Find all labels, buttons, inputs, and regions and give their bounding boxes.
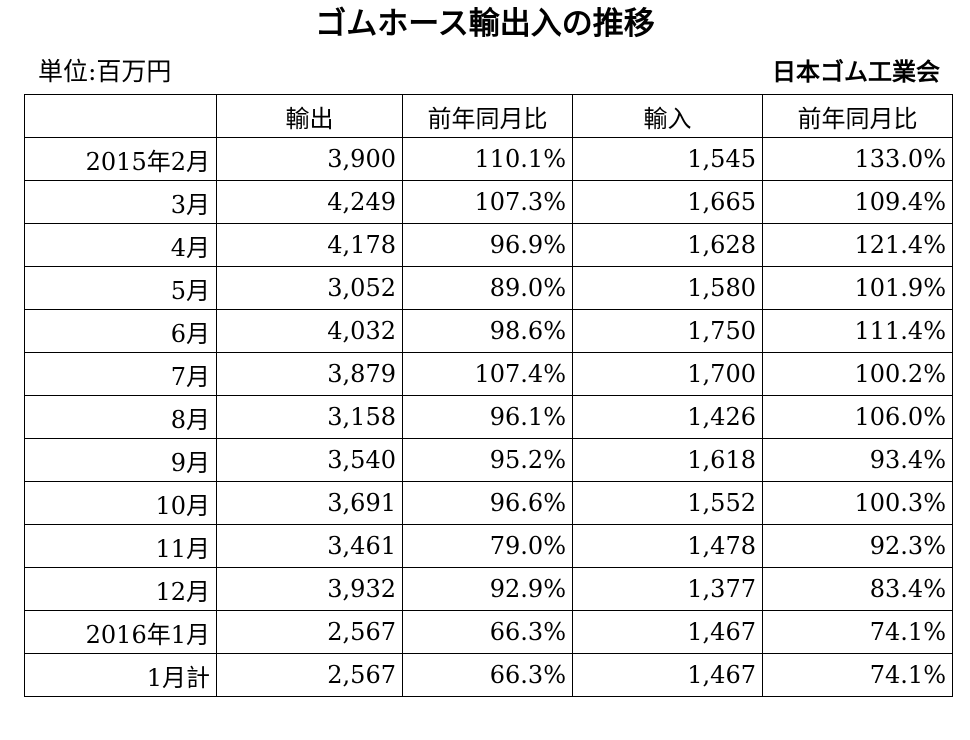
cell-export-yoy: 96.1% [402,395,573,439]
table-row: 3月 4,249 107.3% 1,665 109.4% [24,180,953,224]
table-row: 11月 3,461 79.0% 1,478 92.3% [24,524,953,568]
cell-import: 1,618 [572,438,763,482]
header-row: 輸出 前年同月比 輸入 前年同月比 [24,94,953,138]
table-row: 2016年1月 2,567 66.3% 1,467 74.1% [24,610,953,654]
page-title: ゴムホース輸出入の推移 [315,6,655,42]
table-row: 2015年2月 3,900 110.1% 1,545 133.0% [24,137,953,181]
cell-export: 3,158 [216,395,403,439]
cell-import: 1,478 [572,524,763,568]
cell-export: 4,032 [216,309,403,353]
table-row: 9月 3,540 95.2% 1,618 93.4% [24,438,953,482]
cell-import-yoy: 83.4% [762,567,953,611]
cell-import: 1,426 [572,395,763,439]
cell-export-yoy: 66.3% [402,653,573,697]
table-row: 6月 4,032 98.6% 1,750 111.4% [24,309,953,353]
cell-export: 3,052 [216,266,403,310]
table-row: 12月 3,932 92.9% 1,377 83.4% [24,567,953,611]
cell-export-yoy: 92.9% [402,567,573,611]
cell-period: 6月 [24,309,217,353]
cell-export: 4,178 [216,223,403,267]
table-body: 2015年2月 3,900 110.1% 1,545 133.0% 3月 4,249 107.… [24,137,953,697]
header-import-yoy: 前年同月比 [762,94,953,138]
cell-export-yoy: 96.6% [402,481,573,525]
cell-export-yoy: 107.4% [402,352,573,396]
cell-period: 5月 [24,266,217,310]
cell-export-yoy: 95.2% [402,438,573,482]
cell-export: 2,567 [216,610,403,654]
cell-period: 10月 [24,481,217,525]
cell-import-yoy: 111.4% [762,309,953,353]
cell-import: 1,552 [572,481,763,525]
cell-export-yoy: 66.3% [402,610,573,654]
cell-export-yoy: 79.0% [402,524,573,568]
cell-export: 3,879 [216,352,403,396]
table-row: 5月 3,052 89.0% 1,580 101.9% [24,266,953,310]
table-row: 10月 3,691 96.6% 1,552 100.3% [24,481,953,525]
cell-import-yoy: 133.0% [762,137,953,181]
cell-export-yoy: 96.9% [402,223,573,267]
cell-export: 3,461 [216,524,403,568]
cell-period: 11月 [24,524,217,568]
cell-import-yoy: 100.3% [762,481,953,525]
cell-period: 8月 [24,395,217,439]
cell-period: 12月 [24,567,217,611]
cell-period: 9月 [24,438,217,482]
cell-export-yoy: 89.0% [402,266,573,310]
cell-import: 1,628 [572,223,763,267]
table-row: 4月 4,178 96.9% 1,628 121.4% [24,223,953,267]
cell-period: 3月 [24,180,217,224]
cell-import-yoy: 109.4% [762,180,953,224]
header-import: 輸入 [572,94,763,138]
cell-import: 1,467 [572,610,763,654]
cell-import-yoy: 74.1% [762,610,953,654]
cell-export: 4,249 [216,180,403,224]
cell-import-yoy: 106.0% [762,395,953,439]
cell-import-yoy: 92.3% [762,524,953,568]
cell-import-yoy: 74.1% [762,653,953,697]
unit-label: 単位:百万円 [38,57,172,86]
cell-import: 1,467 [572,653,763,697]
table-row: 1月計 2,567 66.3% 1,467 74.1% [24,653,953,697]
table-row: 8月 3,158 96.1% 1,426 106.0% [24,395,953,439]
cell-export: 3,900 [216,137,403,181]
cell-export: 2,567 [216,653,403,697]
header-period [24,94,217,138]
cell-export-yoy: 98.6% [402,309,573,353]
cell-export: 3,691 [216,481,403,525]
cell-import: 1,580 [572,266,763,310]
cell-import: 1,750 [572,309,763,353]
cell-period: 2016年1月 [24,610,217,654]
cell-export: 3,932 [216,567,403,611]
cell-period: 2015年2月 [24,137,217,181]
cell-import-yoy: 101.9% [762,266,953,310]
cell-import: 1,665 [572,180,763,224]
cell-import: 1,700 [572,352,763,396]
trade-table: 輸出 前年同月比 輸入 前年同月比 2015年2月 3,900 110.1% 1,54… [24,94,953,697]
cell-export: 3,540 [216,438,403,482]
cell-import-yoy: 100.2% [762,352,953,396]
cell-import-yoy: 121.4% [762,223,953,267]
cell-import: 1,545 [572,137,763,181]
cell-period: 4月 [24,223,217,267]
table-row: 7月 3,879 107.4% 1,700 100.2% [24,352,953,396]
cell-import: 1,377 [572,567,763,611]
cell-period: 7月 [24,352,217,396]
header-export: 輸出 [216,94,403,138]
cell-export-yoy: 107.3% [402,180,573,224]
cell-period: 1月計 [24,653,217,697]
source-label: 日本ゴム工業会 [772,58,940,86]
cell-import-yoy: 93.4% [762,438,953,482]
header-export-yoy: 前年同月比 [402,94,573,138]
cell-export-yoy: 110.1% [402,137,573,181]
